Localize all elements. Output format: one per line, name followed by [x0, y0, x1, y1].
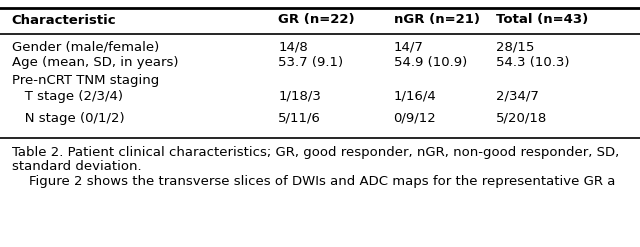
Text: standard deviation.: standard deviation.	[12, 160, 141, 172]
Text: N stage (0/1/2): N stage (0/1/2)	[12, 111, 124, 124]
Text: 5/11/6: 5/11/6	[278, 111, 321, 124]
Text: 1/18/3: 1/18/3	[278, 89, 321, 103]
Text: Table 2. Patient clinical characteristics; GR, good responder, nGR, non-good res: Table 2. Patient clinical characteristic…	[12, 145, 619, 159]
Text: 14/7: 14/7	[394, 41, 424, 54]
Text: Total (n=43): Total (n=43)	[496, 14, 588, 26]
Text: 54.9 (10.9): 54.9 (10.9)	[394, 56, 467, 68]
Text: nGR (n=21): nGR (n=21)	[394, 14, 479, 26]
Text: T stage (2/3/4): T stage (2/3/4)	[12, 89, 122, 103]
Text: 2/34/7: 2/34/7	[496, 89, 539, 103]
Text: 5/20/18: 5/20/18	[496, 111, 547, 124]
Text: Gender (male/female): Gender (male/female)	[12, 41, 159, 54]
Text: GR (n=22): GR (n=22)	[278, 14, 355, 26]
Text: 54.3 (10.3): 54.3 (10.3)	[496, 56, 570, 68]
Text: 28/15: 28/15	[496, 41, 534, 54]
Text: 53.7 (9.1): 53.7 (9.1)	[278, 56, 344, 68]
Text: Characteristic: Characteristic	[12, 14, 116, 26]
Text: 14/8: 14/8	[278, 41, 308, 54]
Text: Figure 2 shows the transverse slices of DWIs and ADC maps for the representative: Figure 2 shows the transverse slices of …	[12, 174, 615, 187]
Text: 0/9/12: 0/9/12	[394, 111, 436, 124]
Text: Age (mean, SD, in years): Age (mean, SD, in years)	[12, 56, 178, 68]
Text: 1/16/4: 1/16/4	[394, 89, 436, 103]
Text: Pre-nCRT TNM staging: Pre-nCRT TNM staging	[12, 74, 159, 86]
